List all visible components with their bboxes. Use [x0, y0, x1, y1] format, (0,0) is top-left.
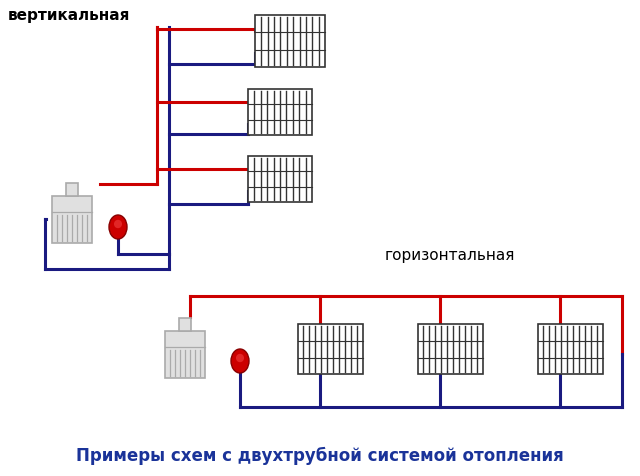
- Ellipse shape: [236, 354, 244, 362]
- Text: горизонтальная: горизонтальная: [385, 248, 515, 262]
- Ellipse shape: [109, 216, 127, 239]
- Bar: [417, 324, 483, 374]
- Bar: [248, 157, 312, 203]
- Bar: [538, 324, 602, 374]
- Bar: [164, 331, 205, 378]
- Bar: [66, 184, 78, 197]
- Text: вертикальная: вертикальная: [8, 8, 131, 23]
- Ellipse shape: [114, 220, 122, 229]
- Bar: [298, 324, 362, 374]
- Bar: [248, 90, 312, 136]
- Bar: [52, 197, 92, 244]
- Bar: [179, 319, 191, 331]
- Bar: [255, 16, 325, 68]
- Ellipse shape: [231, 349, 249, 373]
- Text: Примеры схем с двухтрубной системой отопления: Примеры схем с двухтрубной системой отоп…: [76, 446, 564, 464]
